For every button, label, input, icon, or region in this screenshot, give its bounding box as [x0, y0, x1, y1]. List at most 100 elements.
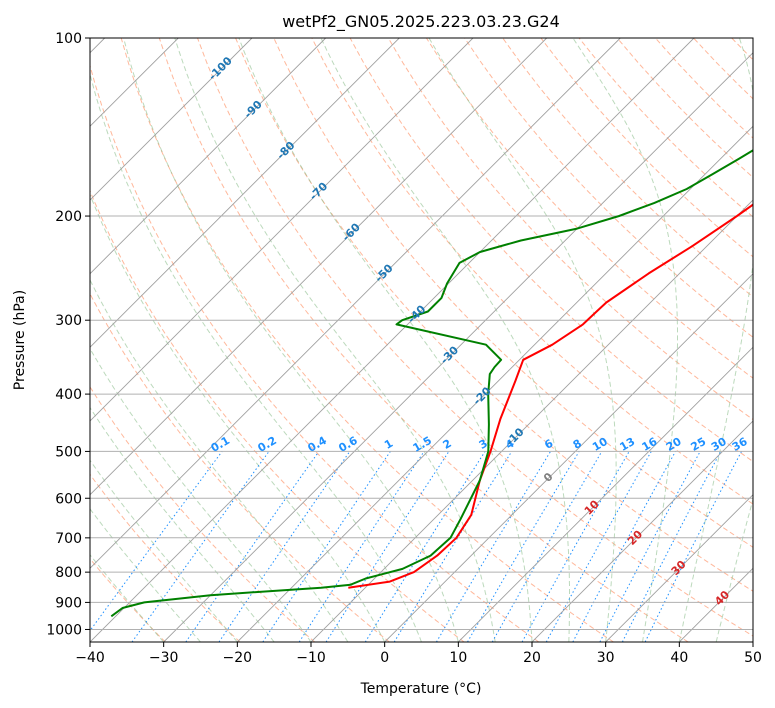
isotherm-label: 0	[541, 470, 556, 485]
isotherm-label: -40	[405, 302, 428, 325]
dry-adiabat	[158, 38, 689, 642]
moist-adiabat	[90, 459, 238, 642]
skewed-isotherm	[752, 641, 753, 642]
temperature-line	[348, 203, 753, 589]
dry-adiabats	[90, 38, 775, 642]
profiles	[110, 149, 753, 618]
dry-adiabat	[235, 38, 753, 592]
x-tick-label: 40	[670, 650, 688, 666]
mixing-ratio-lines	[90, 451, 742, 642]
isotherm-label: 30	[669, 558, 689, 578]
mixing-ratio-line	[218, 451, 351, 642]
y-axis-label: Pressure (hPa)	[12, 290, 28, 390]
skewed-isotherm	[457, 346, 753, 642]
mixing-ratio-line	[298, 451, 425, 642]
dry-adiabat	[90, 385, 316, 642]
y-tick-label: 900	[55, 595, 82, 611]
dry-adiabat	[349, 38, 753, 463]
x-axis-ticks: −40 −30 −20 −10 0 10 20 30 40 50	[75, 642, 762, 666]
isotherm-label: -80	[274, 139, 297, 162]
moist-adiabat	[428, 38, 617, 642]
skewed-isotherm	[531, 420, 753, 642]
dry-adiabat	[90, 189, 465, 642]
chart-title: wetPf2_GN05.2025.223.03.23.G24	[282, 12, 560, 32]
x-tick-label: 50	[744, 650, 762, 666]
isotherm-label: 10	[582, 497, 602, 517]
mixing-ratio-line	[364, 451, 486, 642]
x-tick-label: 20	[523, 650, 541, 666]
y-tick-label: 400	[55, 387, 82, 403]
isotherm-label: -30	[438, 343, 461, 366]
dry-adiabat	[655, 38, 753, 139]
dry-adiabat	[387, 38, 753, 421]
y-tick-label: 700	[55, 531, 82, 547]
mixing-ratio-line	[545, 451, 652, 642]
mixing-ratio-line	[572, 451, 676, 642]
moist-adiabat	[90, 72, 422, 642]
isotherm-label: -90	[242, 98, 265, 121]
skewed-isotherm	[90, 38, 621, 569]
y-tick-label: 1000	[46, 622, 82, 638]
dry-adiabat	[197, 38, 753, 637]
skewed-isotherm	[310, 199, 753, 642]
skewed-isotherm	[605, 494, 753, 642]
skewed-isotherm	[90, 38, 253, 201]
y-tick-label: 500	[55, 444, 82, 460]
skewed-isotherm	[90, 38, 474, 422]
moist-adiabat	[123, 38, 459, 642]
dry-adiabat	[90, 63, 540, 642]
dry-adiabat	[770, 38, 775, 642]
dry-adiabat	[425, 38, 753, 379]
y-axis-ticks: 100 200 300 400 500 600 700 800 900 1000	[46, 31, 90, 638]
mixing-ratio-line	[521, 451, 630, 642]
x-tick-label: −20	[223, 650, 253, 666]
x-tick-label: 30	[597, 650, 615, 666]
x-tick-label: −10	[296, 650, 326, 666]
moist-adiabat	[678, 38, 753, 642]
moist-adiabat	[238, 38, 533, 642]
dry-adiabat	[464, 38, 753, 338]
skewed-isotherm	[90, 38, 548, 496]
y-tick-label: 800	[55, 565, 82, 581]
plot-background-lines: 0.1 0.2 0.4 0.6 1 1.5 2 3 4 6 8 10 13 16 20 25 30 36-100-…	[90, 38, 775, 642]
mixing-ratio-line	[621, 451, 722, 642]
moist-adiabats	[90, 38, 753, 642]
mixing-ratio-label: 2	[441, 437, 454, 452]
isotherm-label: -50	[372, 261, 395, 284]
skewed-isotherm	[236, 125, 753, 642]
plot-frame	[89, 37, 754, 643]
y-tick-label: 200	[55, 209, 82, 225]
moist-adiabat	[90, 278, 349, 642]
dry-adiabat	[693, 38, 753, 100]
isotherm-label: -60	[340, 220, 363, 243]
x-tick-label: 10	[449, 650, 467, 666]
dry-adiabat	[120, 38, 614, 642]
moist-adiabat	[90, 193, 386, 642]
mixing-ratio-line	[262, 451, 391, 642]
skewed-isotherms	[90, 38, 753, 642]
mixing-ratio-line	[90, 451, 223, 632]
isotherm-label: -100	[206, 54, 235, 83]
dry-adiabat	[90, 473, 241, 642]
moist-adiabat	[174, 38, 496, 642]
y-tick-label: 300	[55, 313, 82, 329]
x-axis-label: Temperature (°C)	[360, 681, 482, 697]
x-tick-label: −40	[75, 650, 105, 666]
skewed-isotherm	[90, 38, 327, 275]
skewed-isotherm	[384, 273, 753, 642]
moist-adiabat	[715, 497, 753, 642]
isotherm-label: 20	[625, 528, 645, 548]
mixing-ratio-line	[185, 451, 320, 642]
y-tick-label: 600	[55, 491, 82, 507]
dry-adiabat	[90, 292, 390, 642]
mixing-ratio-label: 1	[382, 437, 395, 452]
moist-adiabat	[572, 38, 678, 642]
mixing-ratio-line	[325, 451, 450, 642]
mixing-ratio-line	[467, 451, 580, 642]
dewpoint-line	[110, 149, 753, 618]
dry-adiabat	[273, 38, 753, 548]
skewed-isotherm	[90, 38, 400, 348]
mixing-ratio-label: 6	[542, 437, 555, 452]
dry-adiabat	[502, 38, 753, 298]
